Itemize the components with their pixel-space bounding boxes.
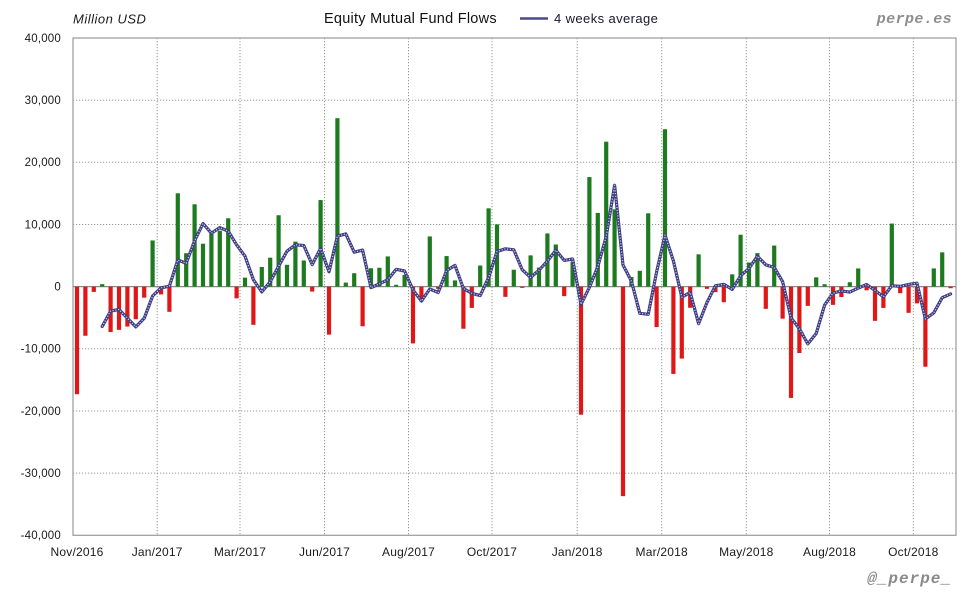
svg-text:10,000: 10,000 — [25, 219, 61, 231]
svg-text:40,000: 40,000 — [25, 33, 61, 45]
svg-text:Oct/2017: Oct/2017 — [467, 545, 517, 559]
svg-text:Jan/2017: Jan/2017 — [132, 545, 183, 559]
svg-text:Mar/2017: Mar/2017 — [214, 545, 266, 559]
svg-text:Oct/2018: Oct/2018 — [888, 545, 938, 559]
svg-text:0: 0 — [54, 281, 61, 293]
svg-text:May/2018: May/2018 — [719, 545, 773, 559]
svg-text:-40,000: -40,000 — [21, 530, 61, 542]
svg-text:Nov/2016: Nov/2016 — [51, 545, 104, 559]
svg-text:Mar/2018: Mar/2018 — [636, 545, 688, 559]
svg-text:perpe.es: perpe.es — [876, 11, 952, 28]
svg-text:-20,000: -20,000 — [21, 406, 61, 418]
svg-text:Jan/2018: Jan/2018 — [552, 545, 603, 559]
svg-text:Aug/2017: Aug/2017 — [382, 545, 435, 559]
svg-text:20,000: 20,000 — [25, 157, 61, 169]
svg-text:@_perpe_: @_perpe_ — [867, 570, 952, 588]
svg-text:30,000: 30,000 — [25, 95, 61, 107]
svg-text:Million USD: Million USD — [73, 12, 146, 27]
svg-text:-30,000: -30,000 — [21, 468, 61, 480]
svg-text:Aug/2018: Aug/2018 — [803, 545, 856, 559]
svg-text:4 weeks average: 4 weeks average — [554, 11, 658, 26]
svg-text:-10,000: -10,000 — [21, 344, 61, 356]
svg-text:Equity Mutual Fund Flows: Equity Mutual Fund Flows — [324, 11, 497, 27]
svg-text:Jun/2017: Jun/2017 — [299, 545, 350, 559]
